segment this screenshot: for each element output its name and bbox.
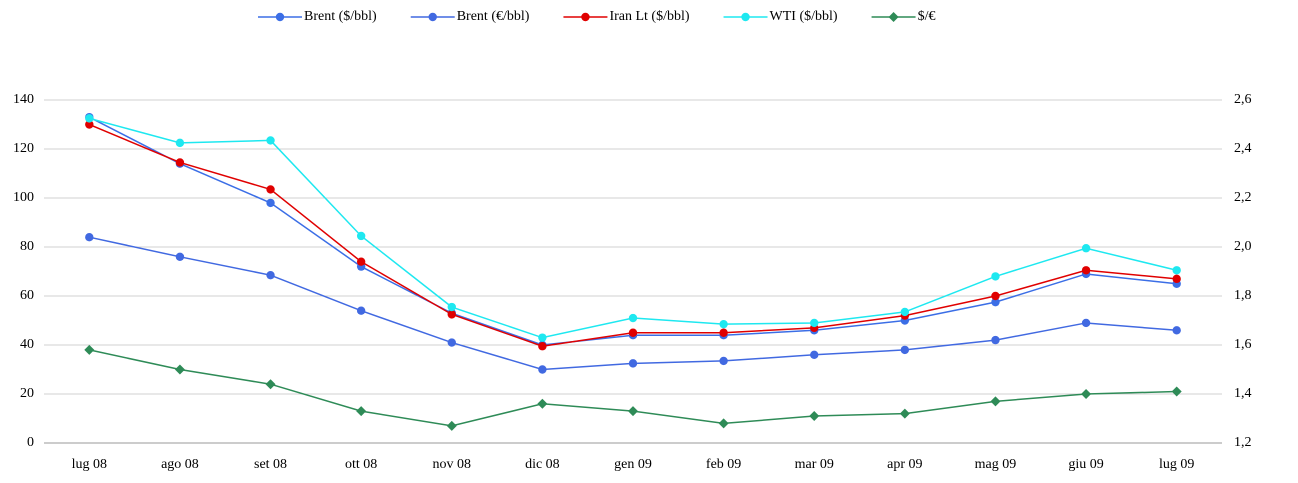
point [538,333,547,342]
point [900,345,910,355]
point [1081,318,1091,328]
legend-label: Brent ($/bbl) [304,9,377,24]
point [628,406,638,417]
y-tick-label: 100 [13,190,34,205]
point [266,136,275,145]
point [628,359,638,368]
point [447,310,456,319]
x-tick-label: set 08 [254,457,287,472]
point [537,398,548,409]
point [809,411,820,422]
y-tick-label: 20 [20,386,34,401]
point [446,420,457,431]
point [628,328,638,337]
point [85,120,94,129]
point [810,318,819,328]
point [356,406,367,417]
point [991,335,1000,345]
point [174,364,185,375]
x-tick-label: mag 09 [975,457,1017,472]
x-tick-label: giu 09 [1068,457,1103,472]
point [719,356,728,366]
legend-label: WTI ($/bbl) [770,9,838,24]
point [719,328,728,337]
legend-marker [275,12,285,22]
point [991,272,1000,281]
point [85,233,94,242]
x-tick-label: ott 08 [345,457,377,472]
y2-tick-label: 1,8 [1234,288,1252,303]
point [991,291,1000,301]
legend-marker [741,12,750,22]
legend-marker [428,12,437,22]
series-line [89,123,1177,347]
point [900,307,910,317]
point [991,297,1000,307]
point [175,252,185,261]
y-tick-label: 120 [13,141,34,156]
point [265,379,276,390]
y-tick-label: 0 [27,435,34,450]
y2-tick-label: 2,0 [1234,239,1252,254]
point [1172,274,1181,284]
x-tick-label: lug 08 [72,457,107,472]
point [899,408,910,419]
point [447,338,456,347]
series-line [89,236,1177,371]
point [356,306,366,315]
point [356,257,366,266]
x-tick-label: dic 08 [525,457,560,472]
point [1172,326,1181,335]
point [175,138,185,148]
series-line [88,116,1177,346]
point [628,313,638,323]
point [1081,389,1092,399]
point [719,319,728,329]
point [447,302,456,312]
legend-label: $/€ [918,9,936,24]
point [266,270,275,280]
y-tick-label: 60 [20,288,34,303]
y2-tick-label: 1,4 [1234,386,1252,401]
y2-tick-label: 2,4 [1234,141,1252,156]
y-tick-label: 140 [13,92,34,107]
point [990,396,1001,407]
x-tick-label: gen 09 [614,457,652,472]
y-tick-label: 80 [20,239,34,254]
y2-tick-label: 1,6 [1234,337,1252,352]
legend-label: Brent (€/bbl) [457,9,530,24]
point [718,418,729,429]
point [810,350,819,359]
point [1172,266,1181,275]
point [1081,266,1091,275]
x-tick-label: mar 09 [795,457,834,472]
point [266,185,275,194]
point [84,344,95,355]
y-tick-label: 40 [20,337,34,352]
series-line [89,117,1177,339]
point [266,198,275,208]
x-tick-label: lug 09 [1159,457,1194,472]
legend-marker [888,12,899,22]
x-tick-label: nov 08 [433,457,472,472]
y2-tick-label: 1,2 [1234,435,1252,450]
point [538,342,547,351]
legend-label: Iran Lt ($/bbl) [609,9,689,24]
point [85,114,94,123]
point [175,158,185,167]
point [1081,244,1091,253]
point [356,231,366,241]
y2-tick-label: 2,6 [1234,92,1252,107]
point [1171,386,1182,397]
y2-tick-label: 2,2 [1234,190,1252,205]
point [538,365,547,374]
x-tick-label: ago 08 [161,457,199,472]
x-tick-label: apr 09 [887,457,922,472]
legend-marker [581,12,590,22]
x-tick-label: feb 09 [706,457,741,472]
